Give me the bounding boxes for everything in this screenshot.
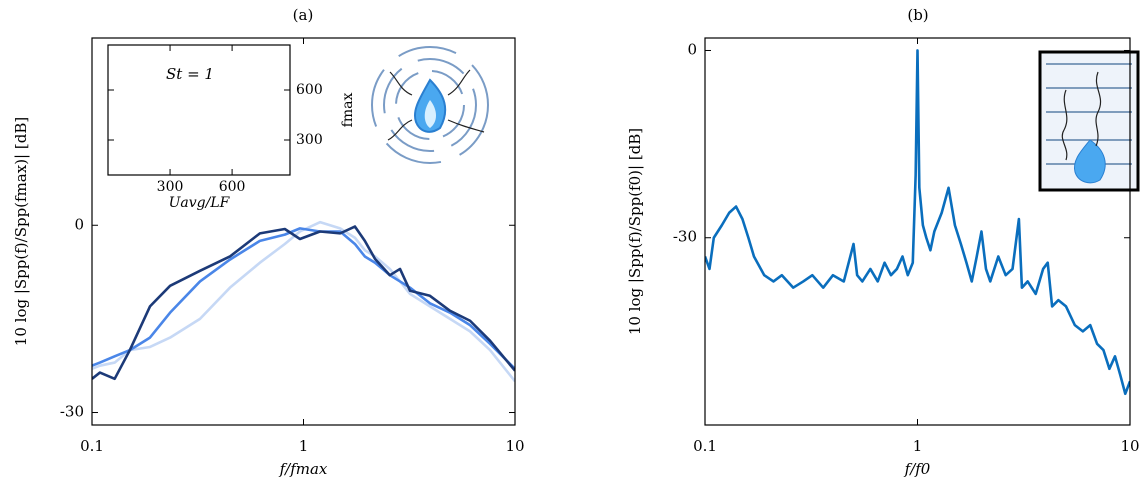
flame-icon-radial [371,46,489,164]
annotation: St = 1 [166,65,214,83]
plot-frame [107,44,291,176]
y-tick-label: -30 [60,403,84,421]
y-tick-label: -30 [673,228,697,246]
x-axis-label: f/f0 [904,460,931,478]
y-axis-label: fmax [340,93,356,128]
y-tick-label: 600 [296,82,323,98]
x-axis-label: Uavg/LF [169,195,231,211]
x-tick-label: 1 [913,437,923,455]
data-line [92,227,515,370]
chart-title: (b) [907,6,928,24]
x-tick-label: 300 [157,179,184,195]
y-tick-label: 0 [687,40,697,58]
x-tick-label: 10 [505,437,524,455]
flame-icon-duct [1038,50,1140,192]
y-axis-label: 10 log |Spp(f)/Spp(f0)| [dB] [626,128,644,335]
y-tick-label: 300 [296,132,323,148]
x-tick-label: 10 [1120,437,1139,455]
data-line [92,225,515,381]
x-axis-label: f/fmax [279,460,328,478]
x-tick-label: 600 [219,179,246,195]
x-tick-label: 1 [299,437,309,455]
data-line [92,220,515,383]
x-tick-label: 0.1 [80,437,104,455]
x-tick-label: 0.1 [693,437,717,455]
chart-title: (a) [293,6,314,24]
data-line [705,49,1130,396]
y-axis-label: 10 log |Spp(f)/Spp(fmax)| [dB] [12,117,30,346]
y-tick-label: 0 [74,215,84,233]
